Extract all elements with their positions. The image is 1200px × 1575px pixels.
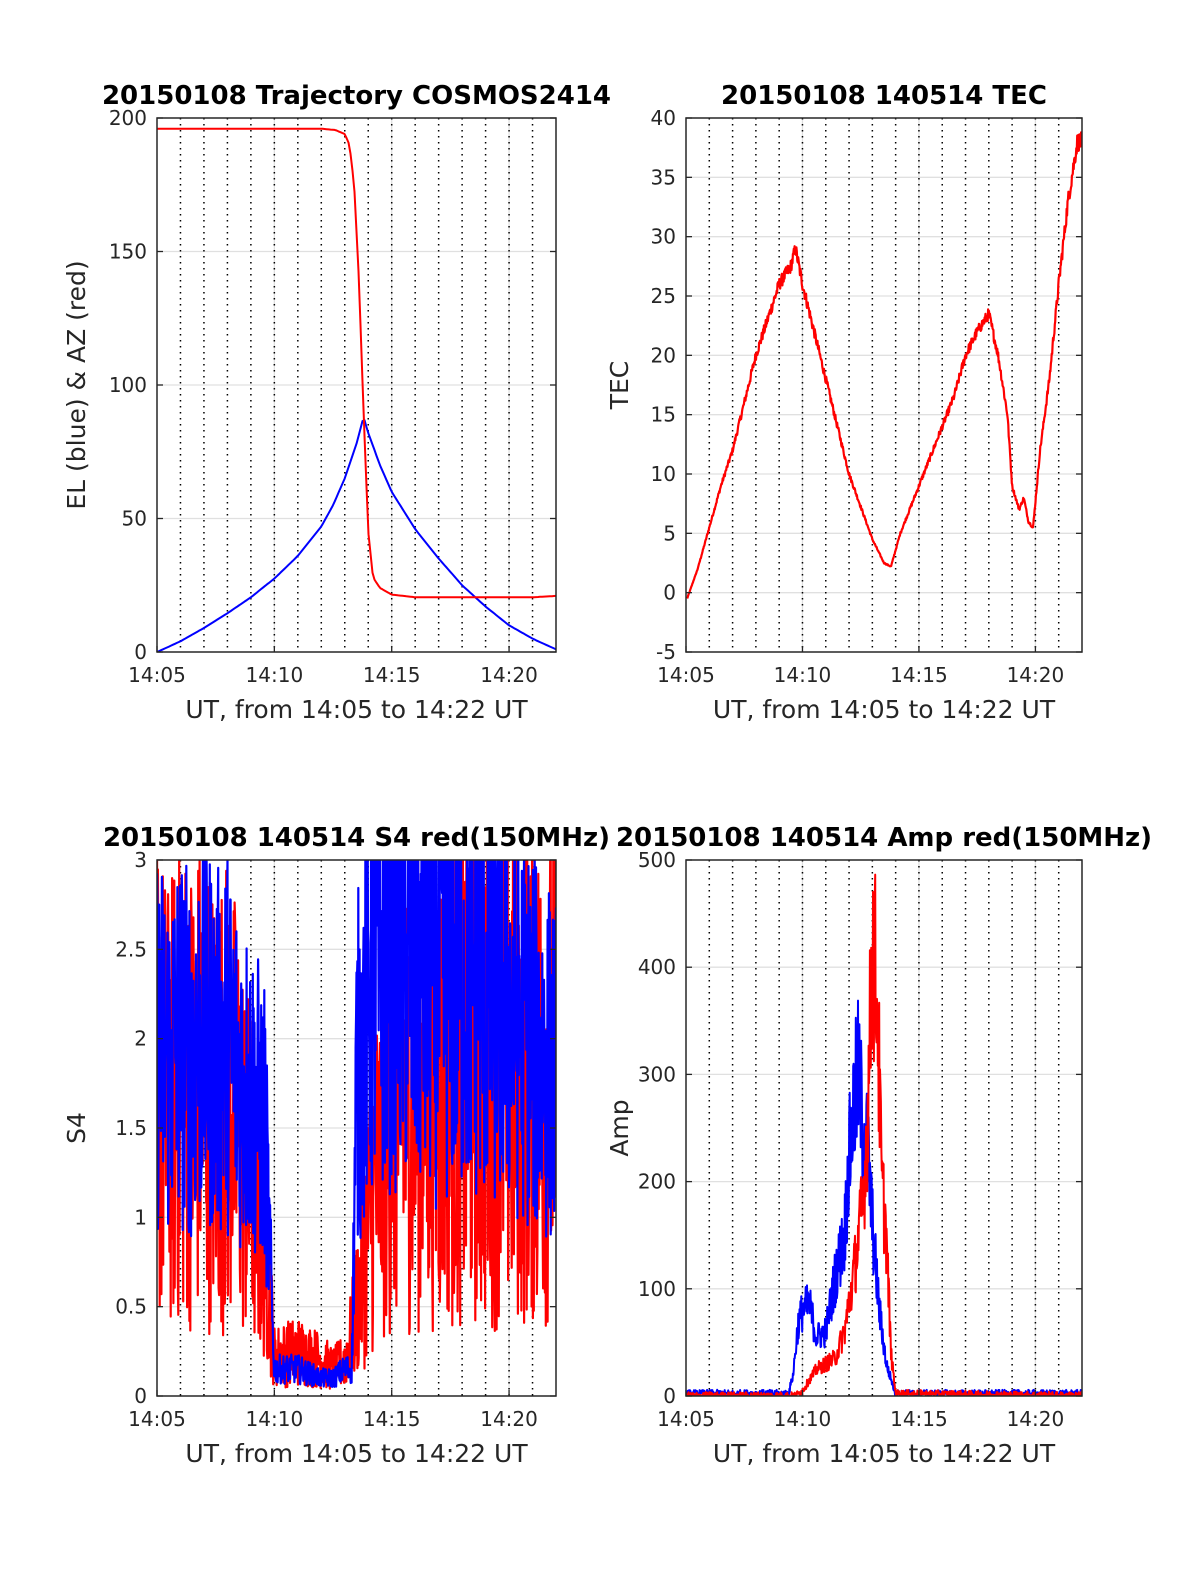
x-tick-label: 14:15 — [890, 663, 948, 687]
y-tick-label: 30 — [651, 225, 676, 249]
y-tick-label: 25 — [651, 284, 676, 308]
y-tick-label: 150 — [109, 240, 147, 264]
y-tick-label: -5 — [656, 640, 676, 664]
x-tick-label: 14:15 — [890, 1407, 948, 1431]
x-tick-label: 14:20 — [1007, 663, 1065, 687]
y-tick-label: 200 — [109, 106, 147, 130]
series-line-amp-1 — [686, 873, 1082, 1396]
y-tick-label: 3 — [134, 848, 147, 872]
x-tick-label: 14:05 — [128, 663, 186, 687]
series-line-s4-1 — [157, 860, 556, 1389]
y-axis-label: TEC — [605, 361, 634, 411]
y-tick-label: 5 — [663, 521, 676, 545]
y-tick-label: 50 — [122, 507, 147, 531]
x-tick-label: 14:05 — [128, 1407, 186, 1431]
y-tick-label: 200 — [638, 1170, 676, 1194]
chart-tec: -5 0 5 10 15 20 25 30 35 40 14:05 14:10 14:15 14:20 20… — [605, 81, 1083, 724]
y-tick-label: 100 — [109, 373, 147, 397]
y-tick-label: 300 — [638, 1062, 676, 1086]
y-tick-label: 400 — [638, 955, 676, 979]
y-tick-label: 1 — [134, 1205, 147, 1229]
chart-title: 20150108 140514 Amp red(150MHz) — [616, 823, 1152, 853]
x-axis-label: UT, from 14:05 to 14:22 UT — [185, 695, 528, 724]
series-line-trajectory-0 — [157, 419, 556, 652]
x-tick-label: 14:10 — [246, 663, 304, 687]
x-tick-label: 14:05 — [657, 663, 715, 687]
x-tick-label: 14:20 — [480, 663, 538, 687]
x-tick-label: 14:10 — [246, 1407, 304, 1431]
x-tick-label: 14:15 — [363, 663, 421, 687]
x-axis-label: UT, from 14:05 to 14:22 UT — [185, 1439, 528, 1468]
y-tick-label: 100 — [638, 1277, 676, 1301]
x-tick-label: 14:05 — [657, 1407, 715, 1431]
y-axis-label: S4 — [62, 1112, 91, 1144]
chart-title: 20150108 140514 TEC — [721, 81, 1047, 111]
series-line-tec-0 — [686, 131, 1082, 599]
y-tick-label: 2.5 — [115, 937, 147, 961]
y-tick-label: 0 — [663, 581, 676, 605]
y-tick-label: 0 — [134, 640, 147, 664]
y-tick-label: 0 — [663, 1384, 676, 1408]
y-axis-label: EL (blue) & AZ (red) — [62, 260, 91, 509]
y-tick-label: 500 — [638, 848, 676, 872]
x-tick-label: 14:10 — [774, 1407, 832, 1431]
x-axis-label: UT, from 14:05 to 14:22 UT — [713, 1439, 1056, 1468]
x-tick-label: 14:20 — [480, 1407, 538, 1431]
y-tick-label: 0 — [134, 1384, 147, 1408]
axes-box — [685, 859, 1083, 1397]
y-tick-label: 35 — [651, 165, 676, 189]
series-line-trajectory-1 — [157, 127, 556, 599]
y-tick-label: 20 — [651, 343, 676, 367]
x-tick-label: 14:10 — [774, 663, 832, 687]
y-tick-label: 40 — [651, 106, 676, 130]
y-tick-label: 10 — [651, 462, 676, 486]
x-axis-label: UT, from 14:05 to 14:22 UT — [713, 695, 1056, 724]
y-tick-label: 0.5 — [115, 1295, 147, 1319]
chart-amp: 0 100 200 300 400 500 14:05 14:10 14:15 14:20 2015… — [605, 823, 1152, 1468]
axes-box — [685, 117, 1083, 653]
chart-trajectory: 0 50 100 150 200 14:05 14:10 14:15 14:20 20150108… — [62, 81, 611, 724]
chart-s4: 0 0.5 1 1.5 2 2.5 3 14:05 14:10 14:15 14:20 2015010… — [62, 823, 610, 1468]
y-axis-label: Amp — [605, 1099, 634, 1156]
x-tick-label: 14:20 — [1007, 1407, 1065, 1431]
x-tick-label: 14:15 — [363, 1407, 421, 1431]
y-tick-label: 2 — [134, 1027, 147, 1051]
chart-title: 20150108 Trajectory COSMOS2414 — [102, 81, 611, 111]
y-tick-label: 1.5 — [115, 1116, 147, 1140]
chart-title: 20150108 140514 S4 red(150MHz) — [103, 823, 610, 853]
y-tick-label: 15 — [651, 403, 676, 427]
